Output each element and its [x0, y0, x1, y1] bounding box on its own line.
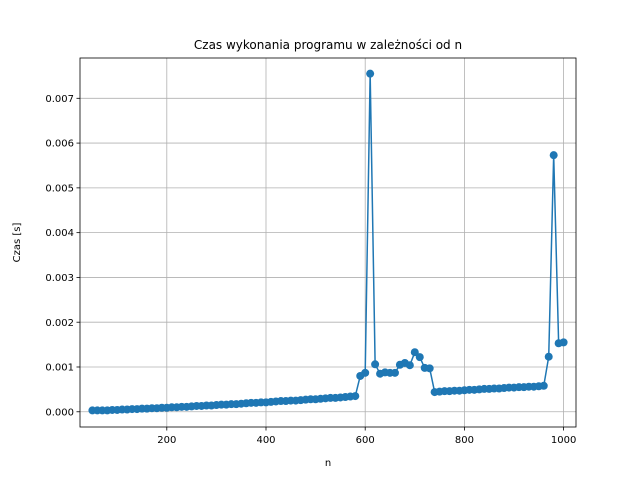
data-point: [415, 353, 424, 362]
data-point: [539, 381, 548, 390]
data-series: [88, 69, 568, 415]
data-point: [559, 338, 568, 347]
y-tick-label: 0.004: [45, 228, 74, 239]
data-point: [544, 352, 553, 361]
y-tick-label: 0.000: [45, 407, 74, 418]
y-tick-label: 0.005: [45, 183, 74, 194]
y-tick-label: 0.007: [45, 94, 74, 105]
y-tick-label: 0.002: [45, 318, 74, 329]
x-tick-label: 1000: [551, 435, 576, 446]
data-point: [549, 151, 558, 160]
chart-title: Czas wykonania programu w zależności od …: [194, 38, 462, 52]
x-tick-label: 200: [157, 435, 176, 446]
y-axis-ticks: 0.000 0.001 0.002 0.003 0.004 0.005 0.006 0.007: [45, 94, 80, 418]
x-tick-label: 800: [455, 435, 474, 446]
x-axis-ticks: 200 400 600 800 1000: [157, 427, 576, 446]
x-tick-label: 400: [256, 435, 275, 446]
x-axis-label: n: [325, 458, 331, 469]
data-point: [351, 392, 360, 401]
data-point: [405, 361, 414, 370]
data-point: [361, 368, 370, 377]
y-tick-label: 0.003: [45, 273, 74, 284]
data-point: [390, 368, 399, 377]
y-tick-label: 0.001: [45, 363, 74, 374]
x-tick-label: 600: [356, 435, 375, 446]
data-point: [371, 360, 380, 369]
data-point: [410, 348, 419, 357]
y-axis-label: Czas [s]: [12, 223, 23, 263]
data-point: [425, 364, 434, 373]
data-point: [366, 69, 375, 78]
y-tick-label: 0.006: [45, 139, 74, 150]
grid: [80, 58, 576, 427]
plot-frame: [79, 57, 577, 428]
